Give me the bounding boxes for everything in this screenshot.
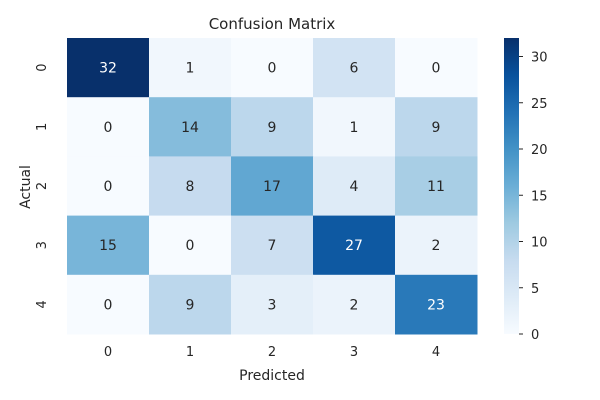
cell-value-label: 17 <box>263 179 281 195</box>
heatmap-cell <box>395 215 478 276</box>
cell-value-label: 15 <box>99 238 117 254</box>
x-axis-label: Predicted <box>239 368 305 384</box>
cell-value-label: 9 <box>268 120 277 136</box>
colorbar-tick-label: 30 <box>531 51 548 66</box>
colorbar-tick-label: 15 <box>531 189 548 204</box>
heatmap-cell <box>395 274 478 335</box>
chart-title: Confusion Matrix <box>209 15 336 33</box>
cell-value-label: 2 <box>350 297 359 313</box>
colorbar <box>504 38 519 334</box>
heatmap-cell <box>313 97 396 157</box>
heatmap-cell <box>149 215 232 276</box>
heatmap-cell <box>395 97 478 157</box>
cell-value-label: 2 <box>432 238 441 254</box>
heatmap-cell <box>231 215 314 276</box>
colorbar-tick-label: 0 <box>531 328 539 343</box>
heatmap-cell <box>313 274 396 335</box>
cell-value-label: 0 <box>104 297 113 313</box>
cell-value-label: 23 <box>427 297 445 313</box>
heatmap-cell <box>231 156 314 217</box>
colorbar-tick-label: 10 <box>531 236 548 251</box>
cell-value-label: 27 <box>345 238 363 254</box>
cell-value-label: 0 <box>432 61 441 77</box>
cell-value-label: 1 <box>186 61 195 77</box>
heatmap-cell <box>231 97 314 157</box>
heatmap-cell <box>231 38 314 98</box>
cell-value-label: 9 <box>186 297 195 313</box>
x-tick-label: 1 <box>186 345 194 360</box>
cell-value-label: 4 <box>350 179 359 195</box>
y-tick-label: 3 <box>35 241 50 249</box>
heatmap-cell <box>231 274 314 335</box>
heatmap-cell <box>149 274 232 335</box>
heatmap-cell <box>313 38 396 98</box>
cell-value-label: 3 <box>268 297 277 313</box>
y-tick-label: 4 <box>35 300 50 308</box>
y-tick-label: 1 <box>35 123 50 131</box>
heatmap-cell <box>149 156 232 217</box>
heatmap-cell <box>149 97 232 157</box>
x-tick-label: 2 <box>268 345 276 360</box>
colorbar-tick-label: 5 <box>531 282 539 297</box>
x-tick-labels: 0 1 2 3 4 <box>104 345 440 360</box>
y-tick-labels: 0 1 2 3 4 <box>35 63 50 308</box>
cell-value-label: 7 <box>268 238 277 254</box>
cell-value-label: 32 <box>99 61 117 77</box>
cell-value-label: 1 <box>350 120 359 136</box>
cell-value-label: 14 <box>181 120 199 136</box>
cell-value-label: 6 <box>350 61 359 77</box>
heatmap-cell <box>67 97 150 157</box>
x-tick-label: 0 <box>104 345 112 360</box>
colorbar-ticks: 0 5 10 15 20 25 30 <box>519 51 548 343</box>
y-tick-label: 0 <box>35 63 50 71</box>
cell-value-label: 0 <box>268 61 277 77</box>
heatmap-cell <box>395 156 478 217</box>
x-tick-label: 4 <box>432 345 440 360</box>
cell-value-label: 0 <box>186 238 195 254</box>
heatmap-cell <box>67 156 150 217</box>
colorbar-tick-label: 20 <box>531 143 548 158</box>
heatmap-cell <box>67 215 150 276</box>
y-axis-label: Actual <box>18 165 34 209</box>
heatmap-cell <box>67 38 150 98</box>
heatmap-cell <box>313 156 396 217</box>
heatmap-cell <box>149 38 232 98</box>
cell-value-label: 8 <box>186 179 195 195</box>
x-tick-label: 3 <box>350 345 358 360</box>
colorbar-tick-label: 25 <box>531 97 548 112</box>
y-tick-label: 2 <box>35 182 50 190</box>
cell-value-label: 0 <box>104 120 113 136</box>
heatmap-cell <box>395 38 478 98</box>
heatmap-cell <box>313 215 396 276</box>
heatmap-cell <box>67 274 150 335</box>
cell-value-label: 0 <box>104 179 113 195</box>
cell-value-label: 9 <box>432 120 441 136</box>
cell-value-label: 11 <box>427 179 445 195</box>
